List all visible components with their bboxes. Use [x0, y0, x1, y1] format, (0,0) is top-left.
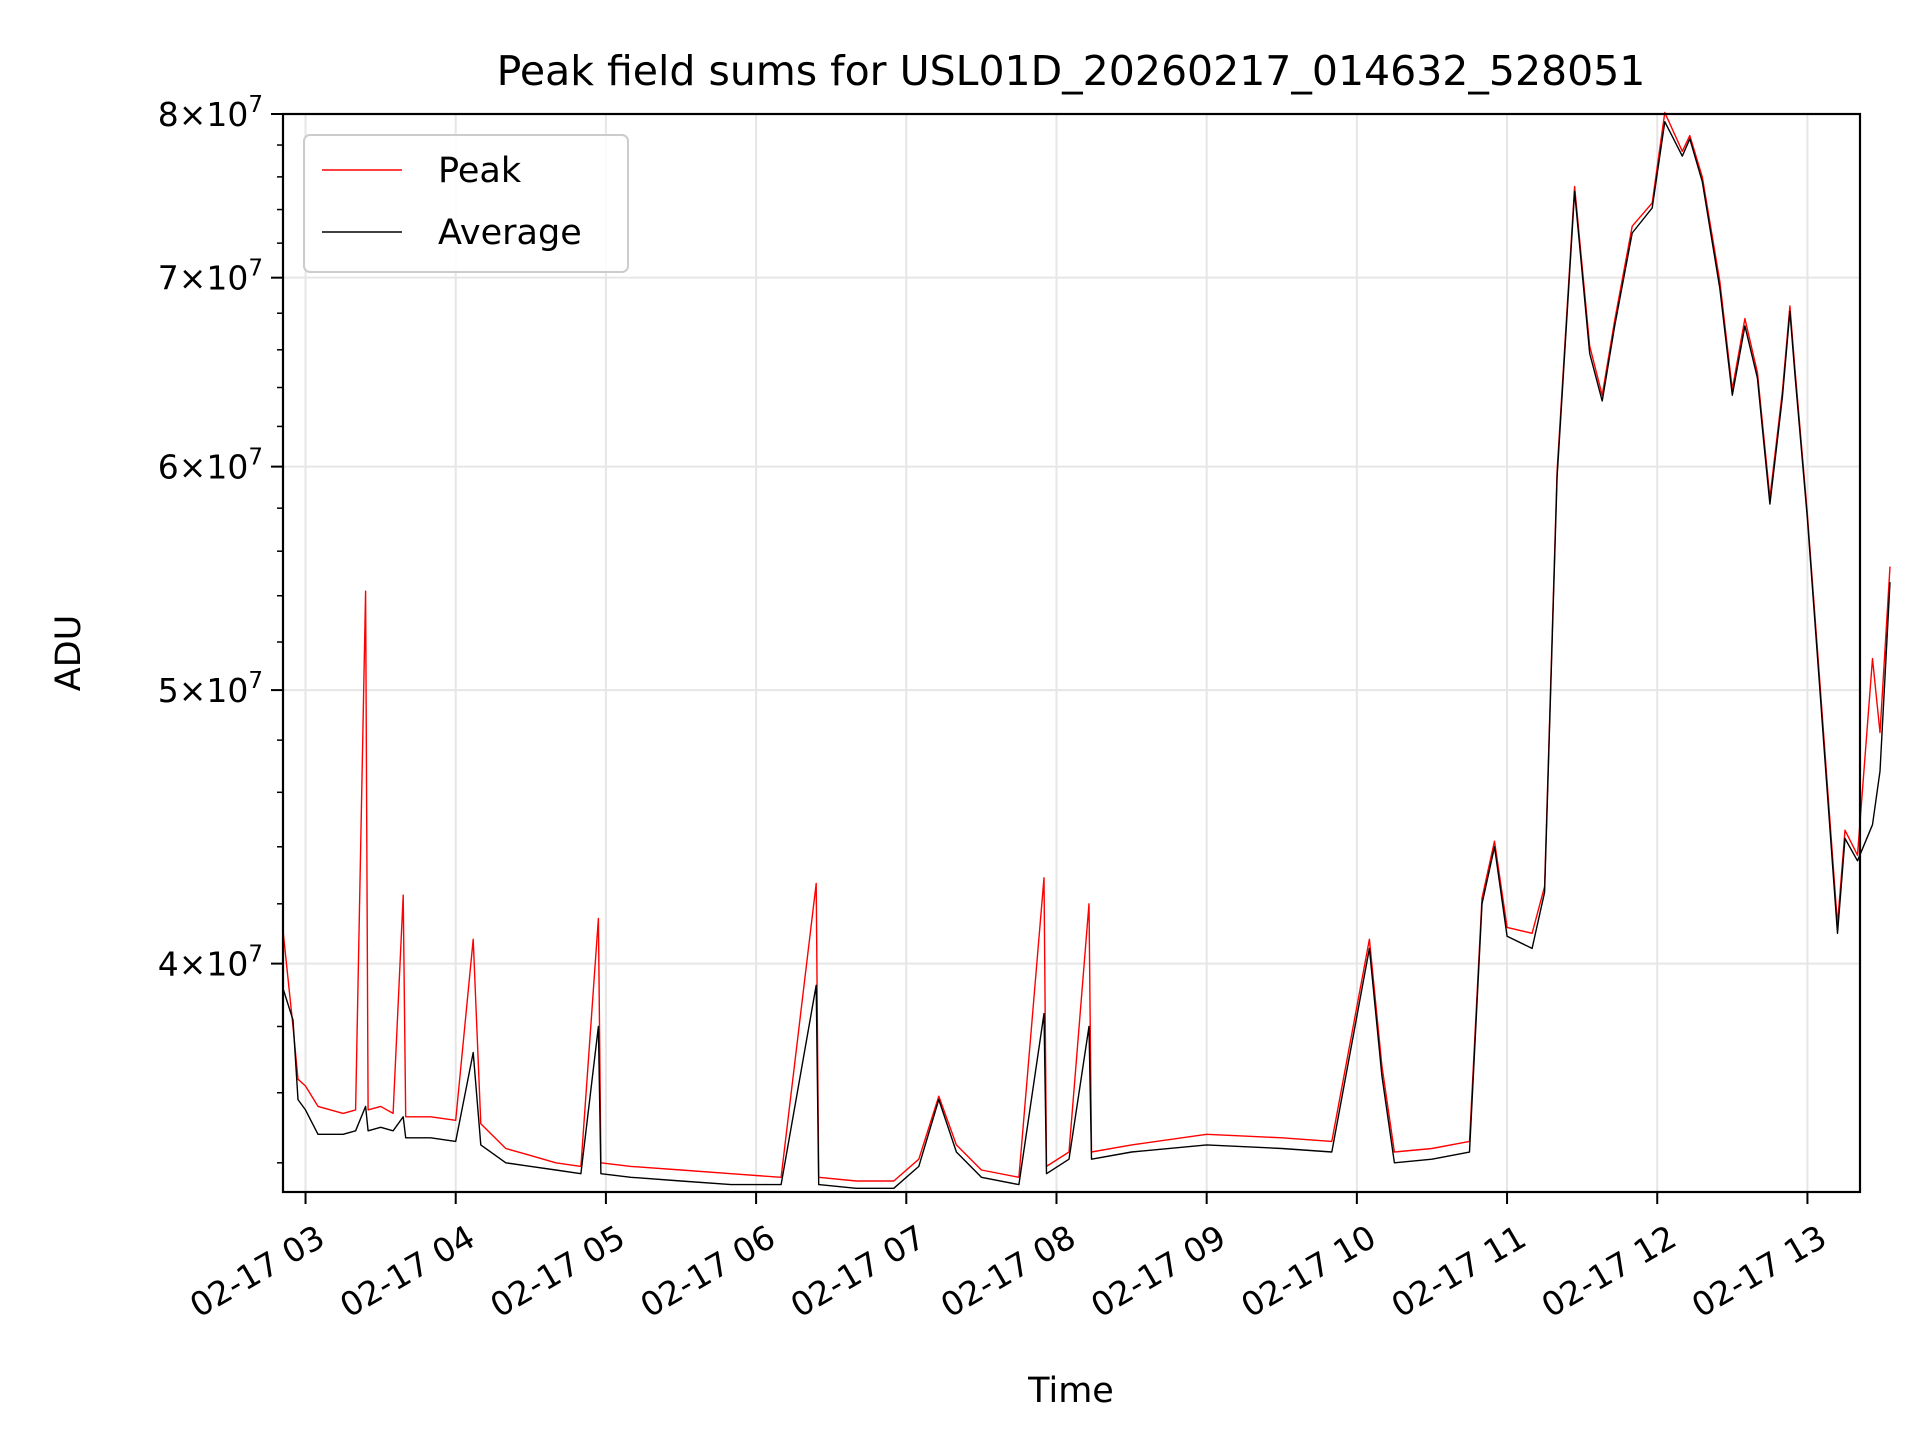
y-axis-label: ADU: [49, 615, 89, 692]
legend-label-peak: Peak: [438, 151, 522, 191]
y-tick-label: 7×107: [158, 256, 263, 298]
legend: Peak Average: [303, 134, 629, 273]
y-tick-label: 4×107: [158, 942, 263, 984]
legend-label-average: Average: [438, 213, 582, 253]
y-tick-label: 8×107: [158, 92, 263, 134]
y-tick-label: 5×107: [158, 668, 263, 710]
y-tick-label: 6×107: [158, 445, 263, 487]
x-axis-label: Time: [1027, 1371, 1114, 1411]
series-line-average: [282, 121, 1891, 1189]
series-lines: [282, 111, 1891, 1189]
chart-title: Peak field sums for USL01D_20260217_0146…: [497, 47, 1646, 95]
y-axis: 4×107 5×107 6×107 7×107 8×107: [158, 92, 283, 1164]
grid: [283, 113, 1860, 1192]
plot-frame: [281, 112, 1862, 1194]
